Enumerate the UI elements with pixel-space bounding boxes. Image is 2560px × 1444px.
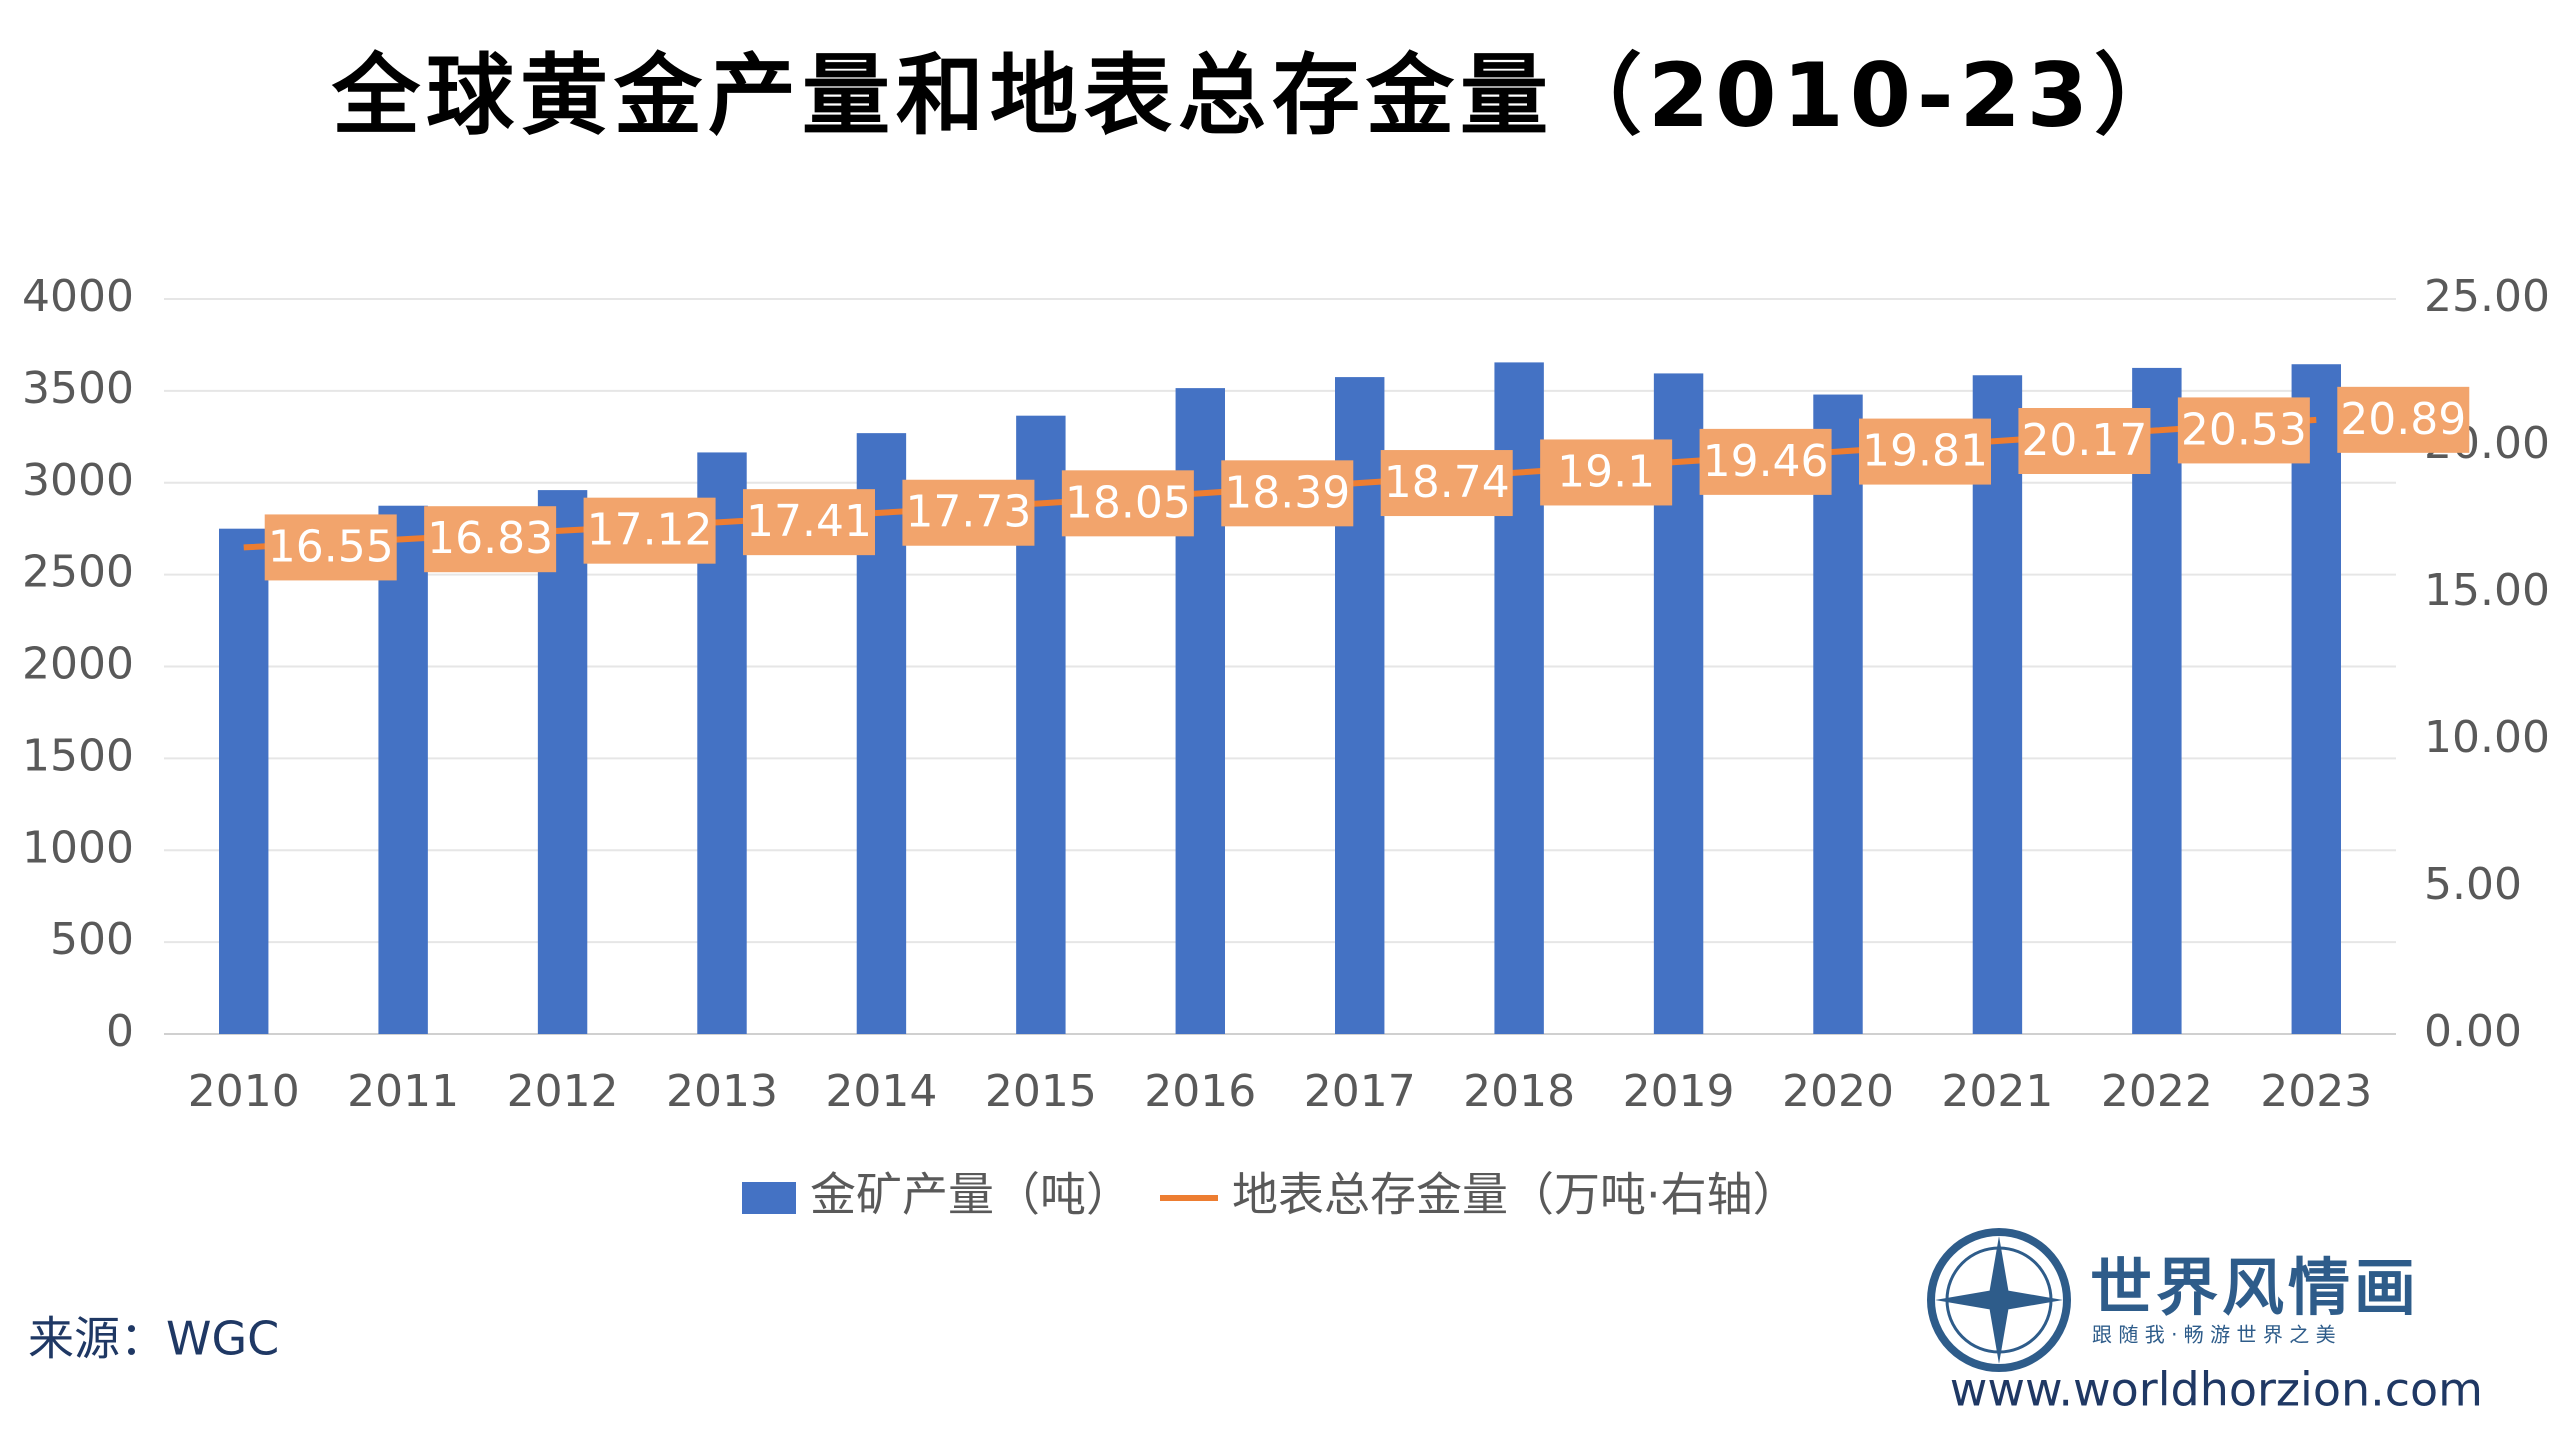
brand-tagline: 跟 随 我 · 畅 游 世 界 之 美 — [2092, 1323, 2336, 1347]
data-label: 20.89 — [2340, 394, 2466, 445]
legend-label: 地表总存金量（万吨·右轴） — [1232, 1168, 1799, 1222]
y-tick-label: 1500 — [22, 730, 134, 781]
x-tick-label: 2013 — [666, 1066, 778, 1117]
data-label: 18.74 — [1384, 457, 1510, 508]
bar — [2132, 367, 2182, 1034]
y2-tick-label: 15.00 — [2424, 565, 2550, 616]
legend: 金矿产量（吨） 地表总存金量（万吨·右轴） — [742, 1168, 1799, 1222]
data-label: 18.39 — [1224, 467, 1350, 518]
data-label: 17.73 — [905, 487, 1031, 538]
bar — [2291, 364, 2341, 1034]
legend-label: 金矿产量（吨） — [810, 1168, 1132, 1222]
data-label: 17.12 — [587, 505, 713, 556]
x-tick-label: 2012 — [507, 1066, 619, 1117]
chart-title: 全球黄金产量和地表总存金量（2010-23） — [331, 44, 2188, 147]
x-tick-label: 2018 — [1463, 1066, 1575, 1117]
data-label-box — [2177, 397, 2310, 464]
y2-tick-label: 10.00 — [2424, 712, 2550, 763]
bar — [1813, 394, 1863, 1034]
data-label: 20.53 — [2181, 404, 2307, 455]
x-tick-label: 2019 — [1623, 1066, 1735, 1117]
logo-icon — [1927, 1228, 2071, 1372]
data-label: 16.55 — [268, 521, 394, 572]
data-label: 20.17 — [2021, 415, 2147, 466]
data-label: 19.46 — [1703, 436, 1829, 487]
data-label: 19.81 — [1862, 426, 1988, 477]
logo-ring — [1927, 1228, 2071, 1372]
x-tick-label: 2021 — [1941, 1066, 2053, 1117]
x-tick-label: 2017 — [1304, 1066, 1416, 1117]
data-label: 19.1 — [1557, 446, 1655, 497]
y-tick-label: 3000 — [22, 455, 134, 506]
y2-tick-label: 25.00 — [2424, 271, 2550, 322]
y-tick-label: 500 — [50, 914, 134, 965]
x-tick-label: 2015 — [985, 1066, 1097, 1117]
x-tick-label: 2014 — [825, 1066, 937, 1117]
data-label-box — [1221, 460, 1354, 527]
y-tick-label: 4000 — [22, 271, 134, 322]
bar — [219, 528, 269, 1034]
x-tick-label: 2020 — [1782, 1066, 1894, 1117]
data-label: 16.83 — [427, 513, 553, 564]
data-label-box — [2018, 408, 2151, 475]
data-label-box — [1699, 428, 1832, 495]
data-label: 18.05 — [1065, 477, 1191, 528]
x-tick-label: 2023 — [2260, 1066, 2372, 1117]
logo-compass — [1935, 1236, 2063, 1364]
y2-tick-label: 5.00 — [2424, 859, 2522, 910]
x-tick-label: 2011 — [347, 1066, 459, 1117]
data-label-box — [743, 489, 875, 556]
x-tick-label: 2022 — [2101, 1066, 2213, 1117]
y-tick-label: 2000 — [22, 639, 134, 690]
data-label-box — [1540, 439, 1673, 506]
data-label-box — [1061, 470, 1194, 537]
data-label-box — [583, 497, 716, 564]
x-tick-label: 2010 — [188, 1066, 300, 1117]
data-label-box — [1380, 450, 1513, 517]
y-tick-label: 1000 — [22, 822, 134, 873]
x-tick-label: 2016 — [1144, 1066, 1256, 1117]
y-tick-label: 2500 — [22, 547, 134, 598]
brand-url: www.worldhorzion.com — [1950, 1363, 2483, 1417]
bar — [537, 490, 588, 1035]
y-tick-label: 0 — [106, 1006, 134, 1057]
y-tick-label: 3500 — [22, 363, 134, 414]
data-label-box — [264, 514, 397, 581]
source-note: 来源：WGC — [28, 1312, 279, 1366]
bar — [378, 505, 428, 1034]
data-label-box — [424, 506, 557, 573]
bar — [1972, 375, 2023, 1035]
data-label-box — [2337, 386, 2470, 453]
data-label-box — [1859, 418, 1991, 485]
data-label: 17.41 — [746, 496, 872, 547]
legend-swatch — [742, 1182, 796, 1214]
brand-name: 世界风情画 — [2090, 1251, 2420, 1324]
y2-tick-label: 0.00 — [2424, 1006, 2522, 1057]
data-label-box — [902, 479, 1035, 546]
